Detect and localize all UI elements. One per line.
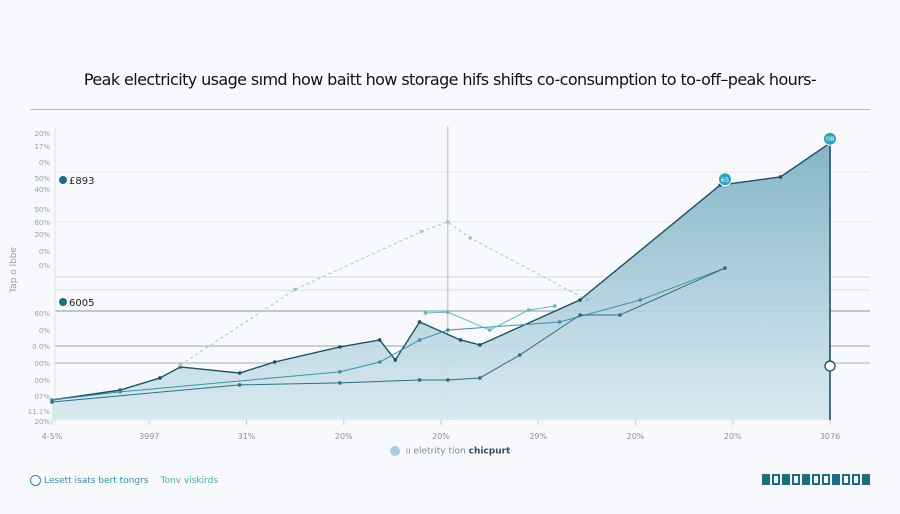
legend[interactable]: ıı eletrity tion chicpurt bbox=[0, 446, 900, 457]
legend-label-bold: chicpurt bbox=[468, 446, 511, 457]
y-tick-label: 20% bbox=[34, 418, 50, 426]
marker-label: 65 bbox=[721, 176, 729, 184]
annotation-dot bbox=[59, 298, 67, 306]
legend-swatch bbox=[389, 446, 400, 456]
y-tick-label: 50% bbox=[34, 175, 50, 183]
y-tick-label: 00% bbox=[34, 377, 50, 385]
data-point[interactable] bbox=[618, 313, 622, 317]
x-tick-label: 20% bbox=[627, 432, 645, 441]
y-axis-label: Tap o lbbɐ bbox=[9, 247, 19, 294]
y-tick-label: 40% bbox=[34, 186, 50, 194]
data-point[interactable] bbox=[446, 378, 450, 382]
y-tick-label: 20% bbox=[34, 231, 50, 239]
data-point[interactable] bbox=[468, 236, 472, 240]
data-point[interactable] bbox=[377, 338, 382, 342]
data-point[interactable] bbox=[338, 345, 342, 349]
y-tick-label: 17% bbox=[34, 143, 50, 151]
series-area bbox=[52, 143, 830, 421]
data-point[interactable] bbox=[377, 360, 382, 364]
x-tick-label: 20% bbox=[432, 432, 450, 441]
circle-icon bbox=[30, 475, 41, 486]
annotation-dot bbox=[59, 176, 67, 184]
data-point[interactable] bbox=[50, 400, 54, 404]
legend-label: ıı eletrity tion bbox=[405, 446, 466, 457]
data-point[interactable] bbox=[417, 320, 422, 324]
data-point[interactable] bbox=[417, 338, 422, 342]
highlight-point[interactable] bbox=[824, 360, 836, 372]
data-point[interactable] bbox=[578, 298, 582, 302]
footer-label: Lesett isats bert tongrs bbox=[44, 476, 149, 486]
data-point[interactable] bbox=[446, 220, 450, 224]
y-tick-label: 07% bbox=[34, 393, 50, 401]
series-line bbox=[180, 221, 588, 366]
data-point[interactable] bbox=[458, 338, 463, 342]
series-line bbox=[51, 142, 831, 401]
y-tick-label: 0% bbox=[39, 159, 50, 167]
annotation-label: 6005 bbox=[69, 298, 94, 309]
data-point[interactable] bbox=[338, 381, 342, 385]
data-point[interactable] bbox=[393, 358, 398, 362]
data-point[interactable] bbox=[578, 313, 582, 317]
data-point[interactable] bbox=[552, 304, 557, 308]
x-tick-label: 3997 bbox=[139, 432, 159, 441]
data-point[interactable] bbox=[526, 308, 531, 312]
data-point[interactable] bbox=[446, 328, 450, 332]
data-point[interactable] bbox=[178, 363, 183, 367]
data-point[interactable] bbox=[585, 298, 589, 302]
y-tick-label: 20% bbox=[34, 130, 50, 138]
y-tick-label: 0 0% bbox=[32, 343, 50, 351]
data-point[interactable] bbox=[478, 376, 482, 380]
data-point[interactable] bbox=[638, 298, 643, 302]
title-divider bbox=[30, 109, 870, 110]
x-tick-label: 4-5% bbox=[42, 432, 63, 441]
data-point[interactable] bbox=[478, 343, 482, 347]
marker-label: 08 bbox=[826, 135, 834, 143]
y-tick-label: 00% bbox=[34, 360, 50, 368]
x-tick-label: 20% bbox=[724, 432, 742, 441]
data-point[interactable] bbox=[487, 328, 492, 332]
data-point[interactable] bbox=[293, 287, 297, 292]
y-tick-label: 50% bbox=[34, 206, 50, 214]
brand-logo bbox=[762, 474, 870, 485]
data-point[interactable] bbox=[423, 311, 428, 315]
y-tick-label: 0% bbox=[39, 327, 50, 335]
data-point[interactable] bbox=[118, 390, 122, 394]
data-point[interactable] bbox=[517, 353, 522, 357]
series-line bbox=[51, 267, 726, 403]
x-tick-label: 3076 bbox=[820, 432, 840, 441]
footer-link[interactable]: Tonv viskirds bbox=[160, 476, 219, 486]
data-point[interactable] bbox=[446, 310, 450, 314]
data-point[interactable] bbox=[237, 383, 242, 387]
data-point[interactable] bbox=[723, 266, 727, 270]
x-tick-label: 20% bbox=[335, 432, 353, 441]
y-tick-label: 0% bbox=[39, 248, 50, 256]
marker-pin[interactable] bbox=[717, 172, 732, 187]
marker-pin[interactable] bbox=[823, 131, 837, 146]
x-tick-label: 29% bbox=[529, 432, 547, 441]
footer: Lesett isats bert tongrs Tonv viskirds bbox=[30, 475, 218, 486]
x-tick-label: 31% bbox=[238, 432, 256, 441]
data-point[interactable] bbox=[158, 376, 162, 380]
data-point[interactable] bbox=[419, 229, 424, 234]
data-point[interactable] bbox=[778, 175, 783, 179]
annotation-label: £893 bbox=[69, 176, 94, 187]
data-point[interactable] bbox=[237, 371, 242, 375]
y-tick-label: 60% bbox=[34, 310, 50, 318]
data-point[interactable] bbox=[557, 320, 562, 324]
y-tick-label: 0% bbox=[39, 262, 50, 270]
y-tick-label: 11.1% bbox=[28, 408, 51, 416]
y-tick-label: 60% bbox=[34, 219, 50, 227]
data-point[interactable] bbox=[338, 370, 342, 374]
data-point[interactable] bbox=[417, 378, 422, 382]
chart-title: Peak electricity usage sımd how baitt ho… bbox=[83, 70, 817, 89]
data-point[interactable] bbox=[272, 360, 277, 364]
